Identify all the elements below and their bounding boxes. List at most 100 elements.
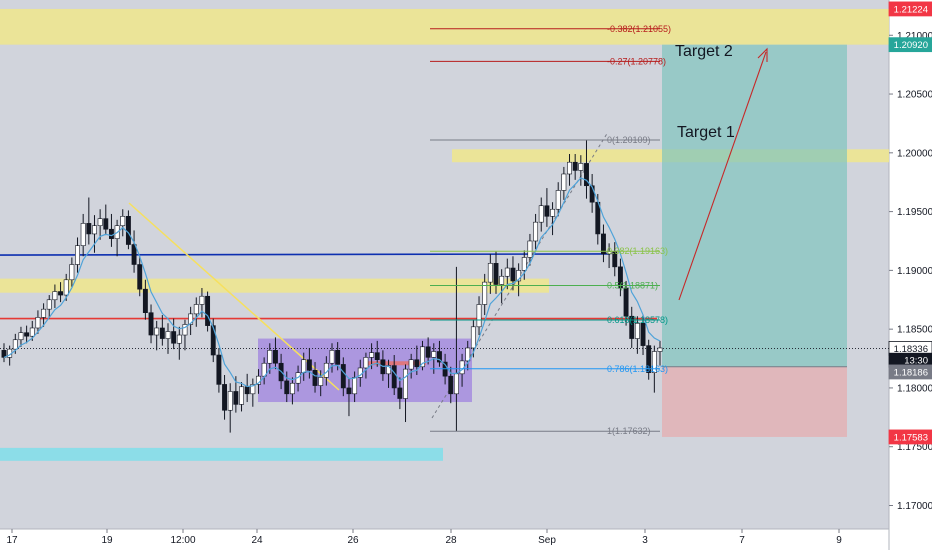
candle-body: [272, 350, 278, 364]
candle-body: [329, 350, 335, 364]
candle: [555, 182, 561, 217]
candle: [329, 343, 335, 373]
candle-body: [420, 346, 425, 368]
candle-body: [465, 347, 471, 362]
candle: [363, 352, 369, 379]
candle-body: [408, 359, 414, 370]
candle-body: [578, 163, 584, 171]
candle-body: [436, 351, 442, 363]
candle: [561, 166, 567, 200]
horizontal-line-blue: [0, 253, 611, 256]
candle: [346, 378, 352, 417]
candle: [306, 347, 312, 379]
zone-support-1174: [0, 447, 443, 461]
y-tick-label: 1.20000: [897, 148, 932, 159]
position-target-box: [662, 44, 847, 367]
candle: [80, 213, 86, 257]
fib-level-label: -0.27(1.20778): [607, 56, 666, 66]
candle: [210, 318, 216, 363]
time-axis[interactable]: 17 19 12:00 24 26 28 Sep 3 7 9: [6, 529, 842, 546]
candle: [58, 282, 64, 303]
candle: [46, 295, 52, 319]
candle-body: [159, 327, 165, 339]
candle: [634, 316, 640, 354]
candle-body: [227, 391, 233, 411]
candle-body: [289, 382, 295, 395]
candle: [103, 204, 109, 236]
fib-level-label: 0.786(1.18163): [607, 364, 668, 374]
candle: [159, 315, 165, 346]
y-tick-label: 1.18500: [897, 325, 932, 336]
candle: [521, 250, 527, 280]
candle-body: [572, 161, 578, 171]
candle: [617, 258, 623, 297]
candle-body: [29, 327, 35, 337]
fib-level-label: 0(1.20109): [607, 135, 651, 145]
price-tag-label: 1.20920: [894, 40, 928, 51]
candle-body: [239, 386, 244, 405]
candle: [176, 326, 182, 360]
candle-body: [521, 257, 527, 271]
candle: [35, 310, 41, 334]
candle-body: [250, 384, 256, 395]
candle-body: [205, 295, 211, 326]
candle: [640, 315, 646, 356]
candle-body: [306, 359, 312, 371]
candle-body: [527, 240, 533, 258]
candle-body: [516, 270, 522, 282]
candle: [137, 256, 143, 297]
x-tick-label: 28: [445, 535, 457, 546]
annotation-target-2: Target 2: [675, 43, 733, 60]
candle: [75, 237, 80, 273]
candle: [18, 326, 24, 347]
price-tag-label: 1.18186: [894, 367, 928, 378]
candle: [131, 230, 137, 273]
candle: [397, 377, 403, 410]
candle: [97, 209, 103, 240]
x-tick-label: 24: [251, 535, 263, 546]
price-tag-label: 13:30: [904, 356, 928, 367]
candle-body: [352, 377, 358, 395]
candle-body: [584, 163, 589, 187]
candle: [340, 357, 346, 397]
candles-layer: [1, 139, 663, 433]
candle: [41, 303, 47, 327]
candle-body: [154, 327, 160, 336]
candle: [482, 273, 488, 316]
candle-body: [629, 315, 635, 339]
candle-body: [284, 380, 290, 395]
candle-body: [41, 308, 47, 318]
candle-body: [312, 369, 318, 386]
target-arrow-line: [678, 51, 767, 301]
candle-body: [499, 275, 505, 285]
zone-support-1188: [0, 278, 549, 293]
candle: [239, 382, 244, 412]
candle-body: [52, 291, 58, 301]
candle: [550, 202, 556, 236]
candle-body: [18, 332, 24, 341]
candle: [487, 253, 493, 294]
candle: [600, 224, 606, 263]
candle-body: [623, 287, 629, 317]
candle: [188, 306, 194, 336]
candle: [227, 383, 233, 433]
candle-body: [544, 205, 550, 217]
candle: [148, 304, 154, 344]
candle-body: [335, 350, 341, 365]
fib-layer: -0.382(1.21055) -0.27(1.20778) 0(1.20109) 0…: [430, 24, 671, 436]
candle: [199, 288, 205, 318]
price-axis-background: [889, 0, 932, 550]
candle: [374, 340, 380, 367]
candle: [272, 337, 278, 370]
x-tick-label: 17: [6, 535, 18, 546]
x-tick-label: Sep: [538, 535, 556, 546]
x-tick-label: 3: [642, 535, 648, 546]
candle-body: [448, 375, 454, 395]
zone-resistance-top: [0, 8, 889, 45]
price-axis[interactable]: 1.21000 1.20500 1.20000 1.19500 1.19000 1.185…: [889, 31, 932, 512]
candle: [533, 213, 539, 250]
candle-body: [600, 233, 606, 255]
candle: [584, 139, 589, 199]
candle-body: [646, 345, 652, 373]
